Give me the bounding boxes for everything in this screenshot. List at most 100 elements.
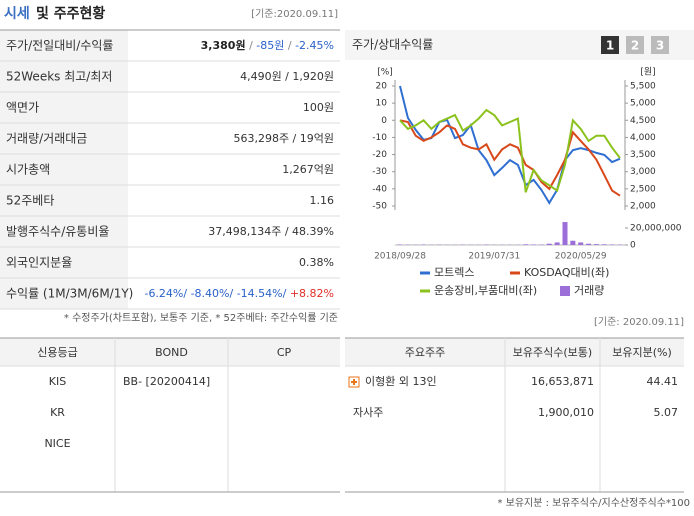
- cell: BB- [20200414]: [123, 375, 210, 388]
- y2-tick-label: 2,500: [630, 184, 656, 194]
- row-label: 52Weeks 최고/최저: [6, 70, 112, 84]
- volume-bar: [586, 243, 592, 245]
- volume-bar: [578, 242, 584, 245]
- volume-bar: [397, 244, 403, 245]
- volume-bar: [609, 244, 615, 245]
- row-label: 외국인지분율: [6, 256, 72, 270]
- tab-button-label: 1: [606, 39, 614, 53]
- footnote: * 수정주가(차트포함), 보통주 기준, * 52주베타: 주간수익률 기준: [64, 312, 338, 324]
- y2-tick-label: 3,500: [630, 150, 656, 160]
- cell: NICE: [44, 437, 70, 450]
- volume-bar: [531, 244, 537, 245]
- cell: 16,653,871: [531, 375, 594, 388]
- cell: 44.41: [647, 375, 679, 388]
- legend-swatch: [560, 286, 570, 296]
- x-tick-label: 2019/07/31: [468, 252, 520, 262]
- y2-tick-label: 2,000: [630, 202, 656, 212]
- volume-bar: [570, 240, 576, 245]
- label-cell: [0, 278, 128, 309]
- series-line: [399, 119, 621, 197]
- x-tick-label: 2020/05/29: [555, 252, 607, 262]
- row-value: 1.16: [310, 194, 335, 207]
- title-rest: 및 주주현황: [36, 5, 105, 22]
- x-tick-label: 2018/09/28: [374, 252, 426, 262]
- volume-bar: [554, 242, 560, 245]
- series-line: [399, 108, 621, 193]
- tab-button[interactable]: [626, 36, 644, 54]
- label-cell: [0, 30, 128, 61]
- y-tick-label: -20: [372, 150, 387, 160]
- row-value: 3,380원 / -85원 / -2.45%: [201, 38, 334, 52]
- row-label: 52주베타: [6, 194, 54, 208]
- legend-label: KOSDAQ대비(좌): [524, 266, 609, 279]
- y2-tick-label: 3,000: [630, 167, 656, 177]
- legend-label: 운송장비,부품대비(좌): [434, 284, 537, 297]
- header-row: [345, 338, 684, 367]
- y-tick-label: 0: [381, 116, 387, 126]
- volume-bar: [562, 222, 568, 245]
- y-tick-label: -50: [372, 202, 387, 212]
- tab-button[interactable]: [601, 36, 619, 54]
- expand-plus: [351, 379, 357, 385]
- series-line: [399, 85, 621, 205]
- value-part: +8.82%: [290, 287, 334, 300]
- label-cell: [0, 61, 128, 92]
- volume-bar: [601, 244, 607, 245]
- tab-button[interactable]: [651, 36, 669, 54]
- value-part: -85원: [256, 39, 284, 52]
- value-part: 100원: [303, 101, 334, 114]
- row-value: 0.38%: [299, 256, 334, 269]
- value-part: 0.38%: [299, 256, 334, 269]
- value-part: 37,498,134주 / 48.39%: [208, 225, 334, 238]
- value-part: -6.24%/ -8.40%/ -14.54%/: [144, 287, 289, 300]
- holders-date: [기준: 2020.09.11]: [594, 316, 684, 328]
- label-cell: [0, 154, 128, 185]
- legend-label: 거래량: [574, 284, 604, 297]
- cell: KR: [50, 406, 65, 419]
- label-cell: [0, 247, 128, 278]
- row-label: 시가총액: [6, 163, 50, 177]
- volume-bar: [593, 244, 599, 245]
- value-part: 1.16: [310, 194, 335, 207]
- volume-bar: [523, 244, 529, 245]
- row-value: 1,267억원: [282, 163, 334, 176]
- y2-tick-label: 5,500: [630, 82, 656, 92]
- y-tick-label: 10: [376, 99, 388, 109]
- cell: 이형환 외 13인: [365, 375, 437, 388]
- footnote: * 보유지분 : 보유주식수/지수산정주식수*100: [497, 497, 690, 509]
- row-label: 수익률 (1M/3M/6M/1Y): [6, 287, 133, 301]
- volume-bar: [546, 243, 552, 245]
- header-cell: 신용등급: [37, 346, 77, 359]
- y2-tick-label: 4,500: [630, 116, 656, 126]
- header-row: [0, 338, 340, 367]
- value-part: 1,267억원: [282, 163, 334, 176]
- tab-button-label: 2: [631, 39, 639, 53]
- row-label: 주가/전일대비/수익률: [6, 39, 113, 53]
- label-cell: [0, 92, 128, 123]
- row-label: 거래량/거래대금: [6, 132, 87, 146]
- row-value: 563,298주 / 19억원: [233, 132, 334, 145]
- y3-tick-label: 0: [630, 241, 636, 251]
- y-tick-label: -40: [372, 184, 387, 194]
- y-unit: [%]: [377, 68, 393, 78]
- y-tick-label: 20: [376, 82, 388, 92]
- tab-button-label: 3: [656, 39, 664, 53]
- value-part: 563,298주 / 19억원: [233, 132, 334, 145]
- row-value: 100원: [303, 101, 334, 114]
- chart-title: 주가/상대수익률: [352, 38, 433, 52]
- y3-tick-label: 20,000,000: [630, 224, 682, 234]
- row-label: 액면가: [6, 101, 39, 115]
- y2-tick-label: 4,000: [630, 133, 656, 143]
- cell: 자사주: [353, 406, 383, 419]
- value-part: -2.45%: [295, 39, 334, 52]
- row-label: 발행주식수/유통비율: [6, 224, 109, 239]
- y2-tick-label: 5,000: [630, 99, 656, 109]
- label-cell: [0, 216, 128, 247]
- cell: 5.07: [654, 406, 679, 419]
- label-cell: [0, 185, 128, 216]
- y2-unit: [원]: [640, 67, 655, 78]
- title-blue: 시세: [4, 6, 30, 22]
- header-cell: BOND: [155, 346, 188, 359]
- legend-label: 모트렉스: [434, 266, 474, 279]
